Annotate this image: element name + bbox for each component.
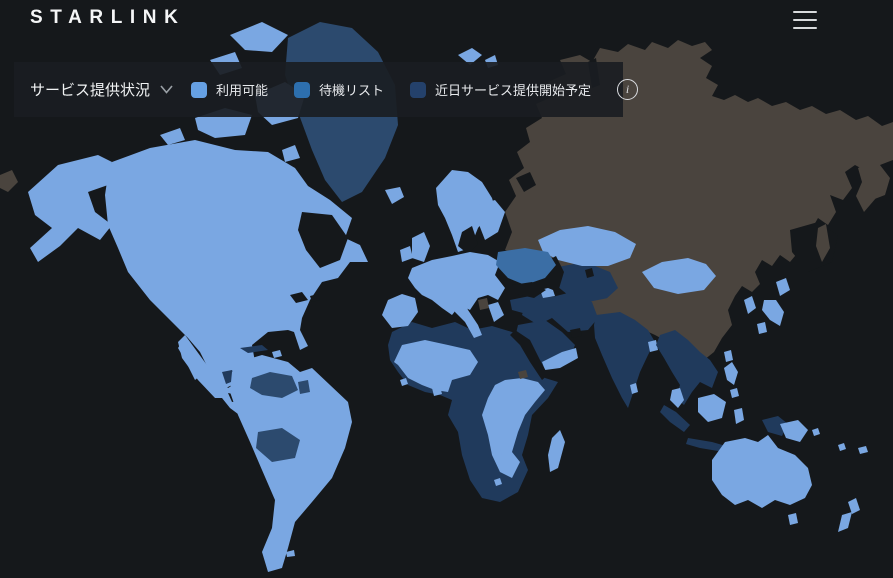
region-sulawesi[interactable] <box>734 408 744 424</box>
region-india-pakistan[interactable] <box>594 312 655 408</box>
region-uk[interactable] <box>412 232 430 262</box>
region-turkey[interactable] <box>510 294 565 315</box>
coming-soon-swatch <box>410 81 427 98</box>
waitlist-swatch <box>294 81 311 98</box>
region-alaska[interactable] <box>28 155 112 262</box>
region-italy[interactable] <box>452 296 482 338</box>
region-mexico-central-america[interactable] <box>178 335 252 423</box>
black-sea <box>512 282 546 298</box>
region-png[interactable] <box>780 420 808 442</box>
region-nz-north[interactable] <box>848 498 860 514</box>
region-ellesmere[interactable] <box>230 22 288 52</box>
region-indochina[interactable] <box>656 330 718 405</box>
region-kamchatka[interactable] <box>856 162 882 212</box>
region-fiji[interactable] <box>858 446 868 454</box>
region-borneo[interactable] <box>698 394 726 422</box>
great-lakes-east <box>310 294 320 302</box>
region-philippines-south[interactable] <box>730 388 739 398</box>
region-kyushu[interactable] <box>757 322 767 334</box>
great-lakes <box>290 292 308 303</box>
info-icon[interactable]: i <box>617 79 639 100</box>
region-iberia[interactable] <box>382 294 418 328</box>
hamburger-bar <box>793 11 817 13</box>
region-guyana[interactable] <box>298 380 310 394</box>
persian-gulf <box>570 328 582 338</box>
region-vanuatu[interactable] <box>838 443 846 451</box>
region-west-papua[interactable] <box>762 416 788 436</box>
region-caribbean-hispaniola[interactable] <box>272 350 282 358</box>
region-west-africa-sahel[interactable] <box>394 340 478 392</box>
region-cuba[interactable] <box>240 345 268 353</box>
region-sakhalin[interactable] <box>816 224 830 262</box>
region-southampton[interactable] <box>282 145 300 162</box>
legend-item-waitlist: 待機リスト <box>294 80 384 99</box>
region-malaysia[interactable] <box>670 388 684 408</box>
region-south-america[interactable] <box>230 355 352 572</box>
region-honshu[interactable] <box>762 300 784 326</box>
chevron-down-icon[interactable] <box>160 85 173 94</box>
service-availability-legend: サービス提供状況 利用可能 待機リスト 近日サービス提供開始予定 i <box>14 62 639 117</box>
region-nz-south[interactable] <box>838 512 852 532</box>
region-finland[interactable] <box>478 200 505 240</box>
baltic-sea <box>458 226 478 254</box>
region-scandinavia[interactable] <box>436 170 498 252</box>
region-mongolia[interactable] <box>642 258 716 294</box>
region-hokkaido[interactable] <box>776 278 790 296</box>
hamburger-bar <box>793 27 817 29</box>
legend-label-available: 利用可能 <box>216 83 269 98</box>
hamburger-bar <box>793 19 817 21</box>
region-greece[interactable] <box>488 302 504 322</box>
region-svalbard[interactable] <box>458 48 482 65</box>
region-south-korea[interactable] <box>744 296 756 314</box>
region-ireland[interactable] <box>400 246 413 262</box>
white-sea <box>516 172 536 192</box>
region-eswatini-dot[interactable] <box>494 478 502 486</box>
region-chukotka-edge[interactable] <box>0 170 18 192</box>
region-sierra-leone[interactable] <box>400 378 408 386</box>
hudson-bay <box>298 212 348 268</box>
region-baja[interactable] <box>178 342 200 380</box>
region-taiwan[interactable] <box>724 350 733 362</box>
region-bangladesh[interactable] <box>648 340 658 352</box>
aral-sea <box>585 268 594 278</box>
sea-of-okhotsk <box>790 222 838 272</box>
hamburger-icon[interactable] <box>793 11 817 29</box>
region-north-america[interactable] <box>105 140 368 390</box>
region-europe-mainland[interactable] <box>408 252 505 315</box>
legend-item-coming-soon: 近日サービス提供開始予定 <box>410 80 591 99</box>
legend-title: サービス提供状況 <box>30 82 151 99</box>
region-falklands[interactable] <box>286 550 295 557</box>
region-ghana-coast[interactable] <box>432 386 442 396</box>
region-java[interactable] <box>686 438 726 452</box>
region-madagascar[interactable] <box>548 430 565 472</box>
region-tasmania[interactable] <box>788 513 798 525</box>
red-sea <box>510 330 548 380</box>
region-venezuela[interactable] <box>250 372 298 398</box>
region-solomon[interactable] <box>812 428 820 436</box>
region-serbia[interactable] <box>478 298 489 310</box>
region-eritrea[interactable] <box>518 370 528 379</box>
region-philippines[interactable] <box>724 362 738 385</box>
region-arctic-small-2[interactable] <box>160 128 185 145</box>
region-yemen-oman[interactable] <box>542 348 578 370</box>
region-sumatra[interactable] <box>660 405 690 432</box>
region-iceland[interactable] <box>385 187 404 204</box>
region-ukraine[interactable] <box>496 248 556 285</box>
region-kazakhstan[interactable] <box>538 226 636 266</box>
region-botswana-dot[interactable] <box>500 446 510 455</box>
region-sri-lanka[interactable] <box>630 383 638 394</box>
starlink-logo[interactable]: STARLINK <box>30 7 186 28</box>
region-bolivia[interactable] <box>256 428 300 462</box>
legend-label-waitlist: 待機リスト <box>319 83 385 98</box>
legend-item-available: 利用可能 <box>191 80 268 99</box>
region-east-africa[interactable] <box>482 378 545 478</box>
region-australia[interactable] <box>712 435 812 508</box>
legend-label-coming-soon: 近日サービス提供開始予定 <box>435 83 592 98</box>
available-swatch <box>191 81 208 98</box>
